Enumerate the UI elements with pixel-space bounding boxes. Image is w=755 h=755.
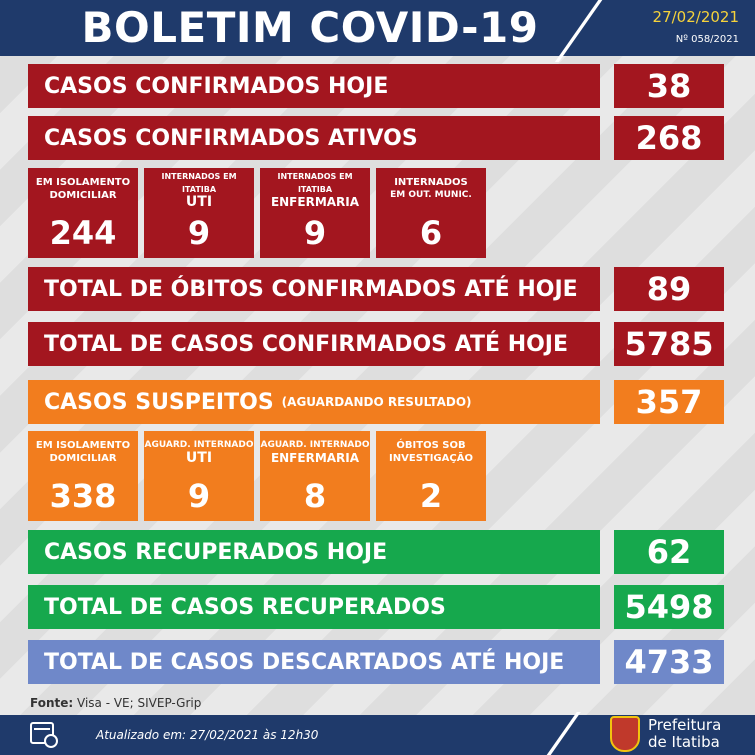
suspeitos-isolamento-box: EM ISOLAMENTO DOMICILIAR 338 [28,431,138,521]
ativos-enfermaria-box: INTERNADOS EM ITATIBA ENFERMARIA 9 [260,168,370,258]
total-confirmados-value: 5785 [614,322,724,366]
ativos-outmunic-value: 6 [419,214,443,252]
ativos-enfermaria-value: 9 [303,214,327,252]
confirmados-hoje-label: CASOS CONFIRMADOS HOJE [28,64,600,108]
ativos-outmunic-label: INTERNADOS EM OUT. MUNIC. [390,177,472,200]
page-title: BOLETIM COVID-19 [81,3,539,52]
recuperados-hoje-label: CASOS RECUPERADOS HOJE [28,530,600,574]
suspeitos-value: 357 [614,380,724,424]
prefeitura-logo: Prefeitura de Itatiba [648,716,722,751]
descartados-value: 4733 [614,640,724,684]
confirmados-ativos-label: CASOS CONFIRMADOS ATIVOS [28,116,600,160]
confirmados-hoje-value: 38 [614,64,724,108]
header-bar [0,0,755,56]
ativos-isolamento-value: 244 [49,214,117,252]
ativos-uti-box: INTERNADOS EM ITATIBA UTI 9 [144,168,254,258]
suspeitos-label: CASOS SUSPEITOS (AGUARDANDO RESULTADO) [28,380,600,424]
updated-text: Atualizado em: 27/02/2021 às 12h30 [96,728,319,742]
suspeitos-enfermaria-label: AGUARD. INTERNADO ENFERMARIA [260,440,370,465]
bulletin-date: 27/02/2021 [652,8,739,26]
suspeitos-uti-box: AGUARD. INTERNADO UTI 9 [144,431,254,521]
suspeitos-isolamento-value: 338 [49,477,117,515]
descartados-label: TOTAL DE CASOS DESCARTADOS ATÉ HOJE [28,640,600,684]
suspeitos-enfermaria-value: 8 [303,477,327,515]
confirmados-ativos-value: 268 [614,116,724,160]
ativos-enfermaria-label: INTERNADOS EM ITATIBA ENFERMARIA [270,171,360,209]
ativos-uti-value: 9 [187,214,211,252]
suspeitos-enfermaria-box: AGUARD. INTERNADO ENFERMARIA 8 [260,431,370,521]
city-crest-icon [610,716,640,752]
obitos-value: 89 [614,267,724,311]
ativos-isolamento-label: EM ISOLAMENTO DOMICILIAR [35,177,131,201]
calendar-clock-icon [30,722,58,748]
ativos-outmunic-box: INTERNADOS EM OUT. MUNIC. 6 [376,168,486,258]
total-recuperados-value: 5498 [614,585,724,629]
recuperados-hoje-value: 62 [614,530,724,574]
data-source: Fonte: Visa - VE; SIVEP-Grip [30,696,202,710]
suspeitos-note: (AGUARDANDO RESULTADO) [281,395,472,409]
suspeitos-investigacao-value: 2 [419,477,443,515]
ativos-uti-label: INTERNADOS EM ITATIBA UTI [161,171,237,210]
suspeitos-investigacao-box: ÓBITOS SOB INVESTIGAÇÃO 2 [376,431,486,521]
suspeitos-uti-value: 9 [187,477,211,515]
suspeitos-investigacao-label: ÓBITOS SOB INVESTIGAÇÃO [389,440,473,464]
obitos-label: TOTAL DE ÓBITOS CONFIRMADOS ATÉ HOJE [28,267,600,311]
total-confirmados-label: TOTAL DE CASOS CONFIRMADOS ATÉ HOJE [28,322,600,366]
suspeitos-uti-label: AGUARD. INTERNADO UTI [144,440,254,466]
suspeitos-isolamento-label: EM ISOLAMENTO DOMICILIAR [35,440,131,464]
total-recuperados-label: TOTAL DE CASOS RECUPERADOS [28,585,600,629]
ativos-isolamento-box: EM ISOLAMENTO DOMICILIAR 244 [28,168,138,258]
bulletin-number: Nº 058/2021 [675,34,739,45]
